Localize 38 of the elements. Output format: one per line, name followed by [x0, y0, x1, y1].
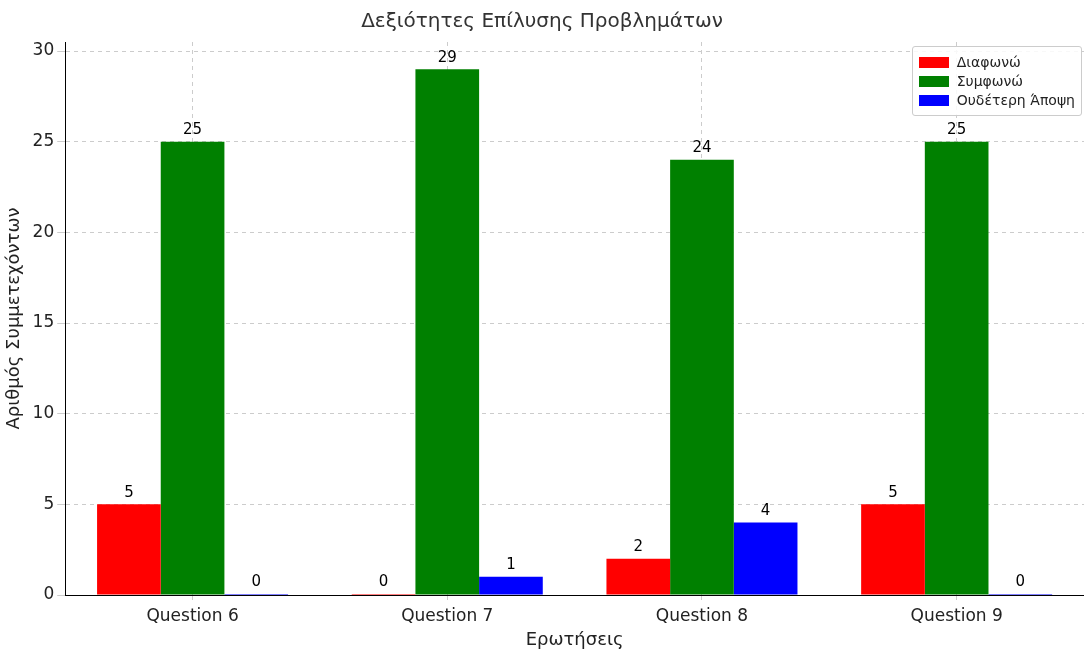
data-label: 4	[760, 500, 771, 519]
legend-label: Διαφωνώ	[956, 54, 1021, 70]
y-tick-label: 15	[32, 311, 55, 332]
bar	[924, 141, 989, 595]
legend-label: Συμφωνώ	[956, 73, 1024, 89]
bar	[670, 159, 734, 595]
data-label: 24	[692, 138, 712, 157]
bar	[733, 522, 798, 595]
data-label: 25	[183, 120, 203, 139]
data-label: 25	[947, 120, 967, 139]
y-axis-title: Αριθμός Συμμετεχόντων	[2, 207, 24, 430]
y-tick-label: 0	[43, 583, 55, 604]
data-label: 1	[506, 555, 516, 574]
data-label: 0	[1015, 572, 1026, 591]
x-axis-title: Ερωτήσεις	[525, 627, 624, 649]
y-tick-label: 10	[32, 402, 55, 423]
x-tick-label: Question 7	[401, 604, 494, 625]
bar	[160, 141, 225, 595]
data-label: 0	[378, 572, 389, 591]
chart-title: Δεξιότητες Επίλυσης Προβλημάτων	[361, 8, 723, 33]
data-label: 5	[124, 482, 134, 501]
x-tick-label: Question 9	[910, 604, 1003, 625]
y-tick-label: 5	[43, 492, 55, 513]
data-label: 29	[437, 47, 457, 66]
data-label: 0	[251, 572, 262, 591]
y-tick-label: 25	[32, 130, 55, 151]
bar	[415, 69, 480, 595]
data-label: 5	[888, 482, 898, 501]
bar	[479, 576, 543, 595]
data-label: 2	[633, 537, 644, 556]
x-tick-label: Question 8	[655, 604, 749, 625]
bar	[606, 558, 671, 595]
y-tick-label: 20	[32, 220, 55, 241]
bar	[861, 504, 925, 595]
legend-label: Ουδέτερη Άποψη	[956, 92, 1075, 108]
bar	[97, 504, 161, 595]
y-tick-label: 30	[32, 39, 55, 60]
x-tick-label: Question 6	[146, 604, 239, 625]
